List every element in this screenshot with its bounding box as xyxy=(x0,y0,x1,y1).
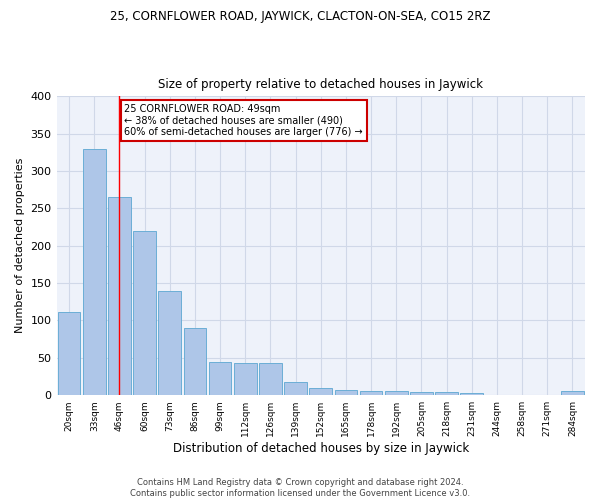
Bar xyxy=(133,231,156,395)
Bar xyxy=(158,290,181,395)
Bar xyxy=(410,392,433,395)
Bar xyxy=(460,393,483,395)
Bar xyxy=(184,328,206,395)
Text: 25 CORNFLOWER ROAD: 49sqm
← 38% of detached houses are smaller (490)
60% of semi: 25 CORNFLOWER ROAD: 49sqm ← 38% of detac… xyxy=(124,104,363,137)
Bar xyxy=(284,382,307,395)
Bar xyxy=(310,388,332,395)
Bar xyxy=(234,363,257,395)
Title: Size of property relative to detached houses in Jaywick: Size of property relative to detached ho… xyxy=(158,78,483,91)
Bar xyxy=(360,390,382,395)
Bar xyxy=(58,312,80,395)
Bar xyxy=(259,363,282,395)
Bar xyxy=(108,197,131,395)
Text: 25, CORNFLOWER ROAD, JAYWICK, CLACTON-ON-SEA, CO15 2RZ: 25, CORNFLOWER ROAD, JAYWICK, CLACTON-ON… xyxy=(110,10,490,23)
Y-axis label: Number of detached properties: Number of detached properties xyxy=(15,158,25,334)
Bar xyxy=(385,390,407,395)
Bar xyxy=(335,390,357,395)
Bar xyxy=(435,392,458,395)
Bar xyxy=(83,148,106,395)
Text: Contains HM Land Registry data © Crown copyright and database right 2024.
Contai: Contains HM Land Registry data © Crown c… xyxy=(130,478,470,498)
Bar xyxy=(561,392,584,395)
Bar xyxy=(209,362,232,395)
X-axis label: Distribution of detached houses by size in Jaywick: Distribution of detached houses by size … xyxy=(173,442,469,455)
